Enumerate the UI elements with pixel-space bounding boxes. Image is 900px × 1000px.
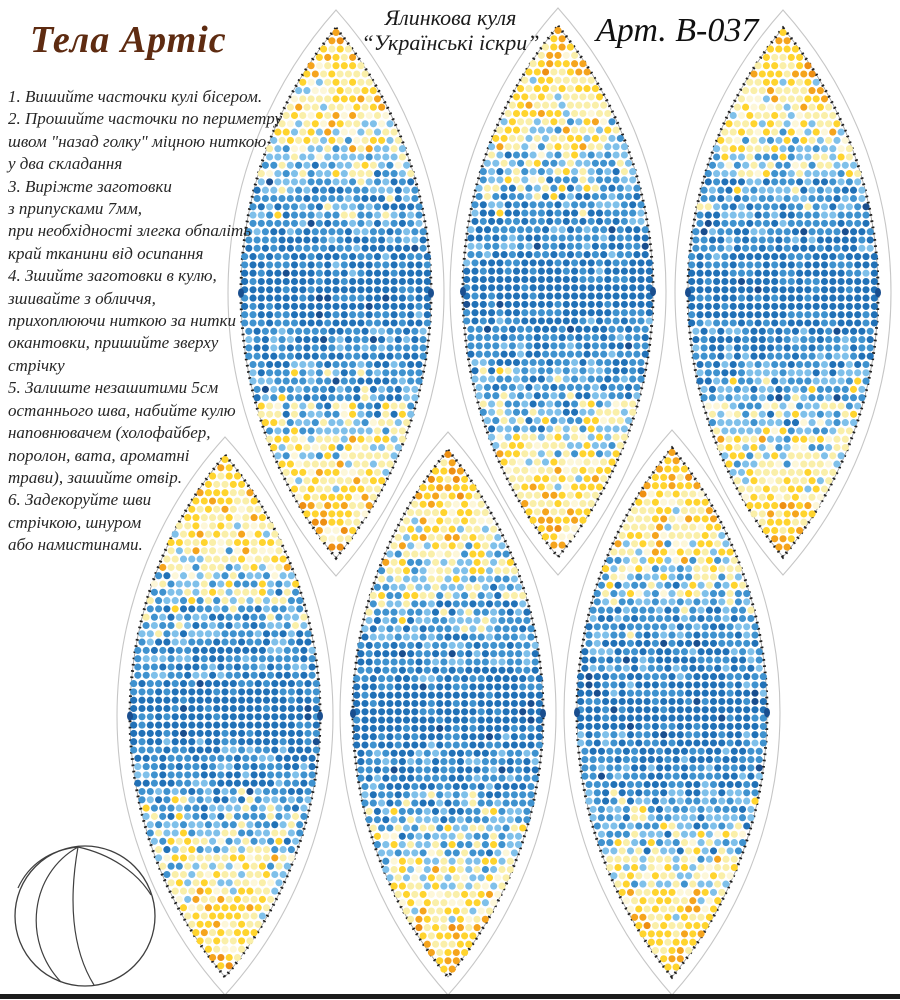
stitch-marks <box>461 23 655 560</box>
instruction-line: край тканини від осипання <box>8 243 204 263</box>
stitch-marks <box>128 452 322 980</box>
ball-meridian-line <box>17 846 79 889</box>
instruction-line: 4. Зшийте заготовки в кулю, <box>8 266 217 286</box>
midpoint-marker <box>428 288 434 298</box>
instruction-line: при необхідності злегка обпаліть <box>8 221 252 241</box>
instruction-line: у два складання <box>8 154 123 174</box>
midpoint-marker <box>317 711 323 721</box>
instruction-line: наповнювачем (холофайбер, <box>8 423 211 443</box>
cut-outline <box>449 7 667 576</box>
petal-5 <box>339 431 557 996</box>
midpoint-marker <box>574 707 580 718</box>
pattern-title-line1: Ялинкова куля <box>384 5 517 30</box>
instruction-line: поролон, вата, ароматні <box>8 445 190 465</box>
article-number: Арт. В-037 <box>596 12 759 49</box>
petal-6 <box>563 429 781 996</box>
bottom-border-line <box>0 994 900 999</box>
instructions-list: 1. Вишийте часточки кулі бісером. 2. Прош… <box>8 86 290 557</box>
instruction-line: або намистинами. <box>8 535 143 555</box>
ball-meridian-line <box>72 846 95 986</box>
ball-meridian-line <box>35 846 79 983</box>
instruction-line: зшивайте з обличчя, <box>8 288 156 308</box>
midpoint-marker <box>875 287 881 298</box>
midpoint-marker <box>460 286 466 297</box>
instruction-line: 5. Залиште незашитими 5см <box>8 378 219 398</box>
brand-title: Тела Артіс <box>30 19 227 61</box>
midpoint-marker <box>540 708 546 719</box>
stitch-marks <box>239 25 433 561</box>
stitch-line <box>576 447 768 978</box>
instruction-line: 1. Вишийте часточки кулі бісером. <box>8 87 263 106</box>
instruction-line: прихоплюючи ниткою за нитки <box>8 311 236 331</box>
cut-outline <box>227 9 445 577</box>
instruction-line: трави), зашийте отвір. <box>8 467 182 487</box>
petal-1 <box>227 9 445 577</box>
midpoint-marker <box>764 707 770 718</box>
petal-3 <box>674 9 892 576</box>
instruction-line: 3. Виріжте заготовки <box>8 176 172 196</box>
instruction-line: 2. Прошийте часточки по периметру <box>8 109 283 129</box>
midpoint-marker <box>685 287 691 298</box>
stitch-marks <box>351 447 545 980</box>
instruction-line: 6. Задекоруйте шви <box>8 490 152 510</box>
ball-sketch <box>14 845 156 987</box>
instruction-line: стрічкою, шнуром <box>8 512 142 532</box>
stitch-line <box>687 27 879 558</box>
cut-outline <box>674 9 892 576</box>
midpoint-marker <box>127 711 133 721</box>
petal-2 <box>449 7 667 576</box>
instruction-line: стрічку <box>8 355 65 375</box>
stitch-line <box>462 25 654 558</box>
pattern-title-line2: “Українські іскри” <box>361 30 540 55</box>
midpoint-marker <box>650 286 656 297</box>
instruction-line: швом "назад голку" міцною ниткою <box>8 131 267 151</box>
instruction-line: останнього шва, набийте кулю <box>8 400 236 420</box>
instruction-line: з припусками 7мм, <box>8 199 143 219</box>
petal-4 <box>116 436 334 996</box>
midpoint-marker <box>238 288 244 298</box>
pattern-title: Ялинкова куля “Українські іскри” <box>318 5 583 55</box>
midpoint-marker <box>350 708 356 719</box>
instruction-line: окантовки, пришийте зверху <box>8 333 219 353</box>
ball-meridian-line <box>77 846 152 896</box>
